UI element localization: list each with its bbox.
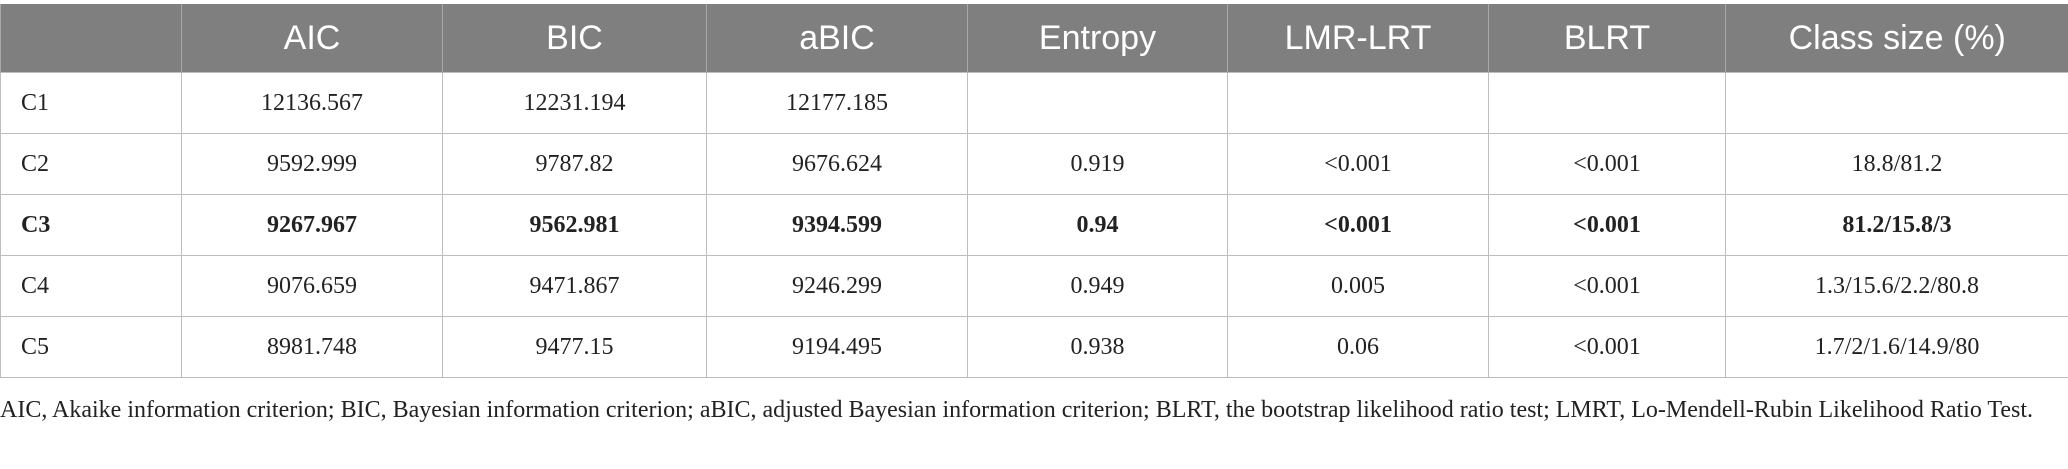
- row-label: C1: [0, 72, 182, 134]
- table-cell: 0.94: [967, 194, 1228, 256]
- table-cell: 9471.867: [442, 255, 707, 317]
- table-cell: 12136.567: [181, 72, 443, 134]
- table-cell: 9246.299: [706, 255, 968, 317]
- table-cell: 18.8/81.2: [1725, 133, 2068, 195]
- row-label: C4: [0, 255, 182, 317]
- column-header: BIC: [442, 4, 707, 73]
- table-cell: [1725, 72, 2068, 134]
- table-cell: 9676.624: [706, 133, 968, 195]
- table-cell: 1.7/2/1.6/14.9/80: [1725, 316, 2068, 378]
- table-cell: 9267.967: [181, 194, 443, 256]
- table-cell: 1.3/15.6/2.2/80.8: [1725, 255, 2068, 317]
- table-cell: 0.919: [967, 133, 1228, 195]
- footnote: AIC, Akaike information criterion; BIC, …: [0, 397, 2034, 423]
- results-table: AIC BIC aBIC Entropy LMR-LRT BLRT Class size (…: [0, 4, 2068, 378]
- table-cell: 9562.981: [442, 194, 707, 256]
- column-header: [0, 4, 182, 73]
- table-cell: 0.938: [967, 316, 1228, 378]
- header-row: AIC BIC aBIC Entropy LMR-LRT BLRT Class size (…: [0, 4, 2068, 73]
- table-cell: 12177.185: [706, 72, 968, 134]
- table-cell: 9076.659: [181, 255, 443, 317]
- table-cell: 12231.194: [442, 72, 707, 134]
- column-header: Entropy: [967, 4, 1228, 73]
- table-cell: 9477.15: [442, 316, 707, 378]
- row-label: C5: [0, 316, 182, 378]
- table-cell: [967, 72, 1228, 134]
- table-cell: 8981.748: [181, 316, 443, 378]
- table-cell: <0.001: [1227, 194, 1489, 256]
- table-row: C1 12136.567 12231.194 12177.185: [0, 72, 2068, 134]
- table-row: C2 9592.999 9787.82 9676.624 0.919 <0.001 <0.0…: [0, 133, 2068, 195]
- table-cell: 9394.599: [706, 194, 968, 256]
- table-cell: 9592.999: [181, 133, 443, 195]
- table-row: C4 9076.659 9471.867 9246.299 0.949 0.005 <0.0…: [0, 255, 2068, 317]
- column-header: BLRT: [1488, 4, 1726, 73]
- table-cell: <0.001: [1488, 133, 1726, 195]
- table-cell: <0.001: [1488, 194, 1726, 256]
- table-cell: [1227, 72, 1489, 134]
- column-header: AIC: [181, 4, 443, 73]
- table-row: C3 9267.967 9562.981 9394.599 0.94 <0.001 <0.0…: [0, 194, 2068, 256]
- table-row: C5 8981.748 9477.15 9194.495 0.938 0.06 <0.001…: [0, 316, 2068, 378]
- table-cell: 81.2/15.8/3: [1725, 194, 2068, 256]
- table-cell: 0.005: [1227, 255, 1489, 317]
- table-cell: 0.06: [1227, 316, 1489, 378]
- table-cell: 9787.82: [442, 133, 707, 195]
- column-header: LMR-LRT: [1227, 4, 1489, 73]
- table-cell: [1488, 72, 1726, 134]
- table-body: C1 12136.567 12231.194 12177.185 C2 9592.999 9…: [0, 72, 2068, 378]
- table-cell: 9194.495: [706, 316, 968, 378]
- table-cell: 0.949: [967, 255, 1228, 317]
- table-cell: <0.001: [1488, 255, 1726, 317]
- table-cell: <0.001: [1488, 316, 1726, 378]
- row-label: C3: [0, 194, 182, 256]
- column-header: aBIC: [706, 4, 968, 73]
- column-header: Class size (%): [1725, 4, 2068, 73]
- row-label: C2: [0, 133, 182, 195]
- table-cell: <0.001: [1227, 133, 1489, 195]
